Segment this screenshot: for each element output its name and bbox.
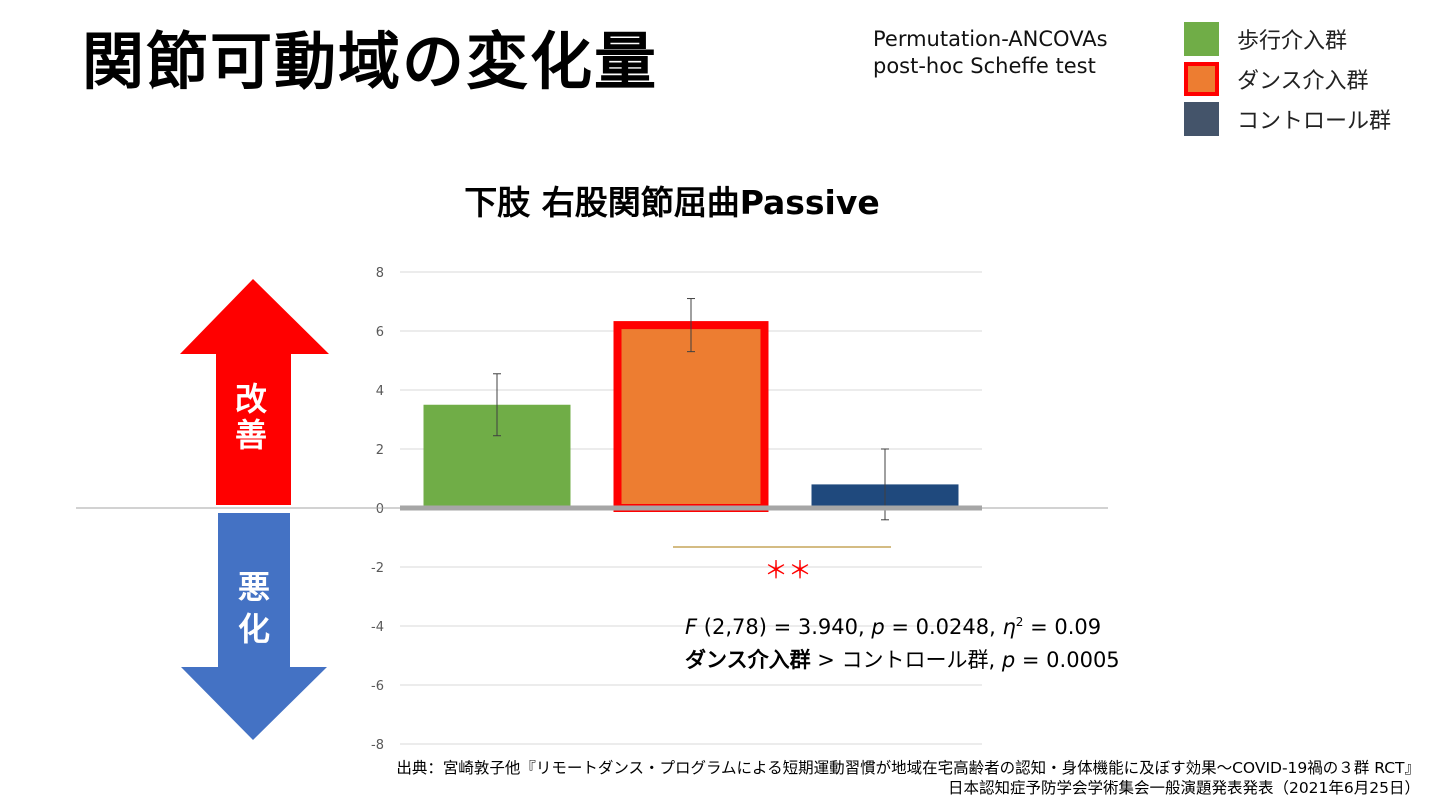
arrow-layer: 改 善 悪 化: [180, 279, 329, 740]
y-tick-label: 2: [376, 443, 384, 458]
source-citation: 出典：宮崎敦子他『リモートダンス・プログラムによる短期運動習慣が地域在宅高齢者の…: [396, 758, 1420, 798]
legend-item-dance: ダンス介入群: [1184, 62, 1391, 96]
legend-swatch-control: [1184, 102, 1219, 136]
legend-item-control: コントロール群: [1184, 102, 1391, 136]
stat-eta-symbol: η: [1002, 615, 1016, 639]
y-tick-label: 4: [376, 384, 384, 399]
worsen-arrow-icon: [181, 513, 327, 740]
legend-label-walking: 歩行介入群: [1237, 29, 1348, 54]
legend-swatch-walking: [1184, 22, 1219, 56]
significance-layer: ＊＊: [673, 546, 891, 584]
page-title: 関節可動域の変化量: [82, 25, 659, 98]
bar-2: [613, 321, 769, 512]
stat-posthoc-p-value: = 0.0005: [1015, 648, 1120, 672]
stat-eta-value: = 0.09: [1023, 615, 1102, 639]
improve-label-char-1: 改: [235, 380, 267, 418]
y-tick-label: 6: [376, 325, 384, 340]
method-line-1: Permutation-ANCOVAs: [873, 27, 1108, 51]
stat-posthoc-p-symbol: p: [1001, 648, 1016, 672]
stats-block: F (2,78) = 3.940, p = 0.0248, η2 = 0.09 …: [685, 606, 1120, 677]
y-tick-label: -8: [371, 738, 384, 753]
source-line-1: 出典：宮崎敦子他『リモートダンス・プログラムによる短期運動習慣が地域在宅高齢者の…: [396, 759, 1420, 777]
stat-f-value: (2,78) = 3.940,: [697, 615, 872, 639]
stat-eta-sup: 2: [1015, 615, 1024, 629]
y-tick-label: 0: [376, 502, 384, 517]
worsen-label-char-1: 悪: [238, 568, 270, 606]
y-tick-label: -4: [371, 620, 384, 635]
source-line-2: 日本認知症予防学会学術集会一般演題発表発表（2021年6月25日）: [947, 779, 1420, 797]
method-note: Permutation-ANCOVAs post-hoc Scheffe tes…: [873, 26, 1108, 80]
legend-item-walking: 歩行介入群: [1184, 22, 1391, 56]
stat-p-symbol: p: [871, 615, 885, 639]
significance-label: ＊＊: [764, 556, 812, 584]
bar-layer: [423, 298, 959, 521]
stats-line-2: ダンス介入群 > コントロール群, p = 0.0005: [685, 644, 1120, 677]
y-tick-label: -6: [371, 679, 384, 694]
y-tick-label: 8: [376, 266, 384, 281]
legend-swatch-dance: [1184, 62, 1219, 96]
stat-posthoc-group: ダンス介入群: [685, 648, 811, 672]
chart-title: 下肢 右股関節屈曲Passive: [464, 183, 880, 222]
stat-p-value: = 0.0248,: [884, 615, 1003, 639]
legend: 歩行介入群 ダンス介入群 コントロール群: [1184, 22, 1391, 142]
y-tick-label: -2: [371, 561, 384, 576]
improve-arrow-icon: [180, 279, 329, 505]
stat-posthoc-compare: > コントロール群,: [810, 648, 1002, 672]
legend-label-dance: ダンス介入群: [1237, 69, 1369, 94]
stats-line-1: F (2,78) = 3.940, p = 0.0248, η2 = 0.09: [685, 606, 1120, 644]
stat-f-symbol: F: [685, 615, 698, 639]
axis-layer: 8 6 4 2 0 -2 -4 -6 -8: [76, 266, 1108, 753]
improve-label-char-2: 善: [235, 416, 267, 454]
legend-label-control: コントロール群: [1237, 109, 1392, 134]
worsen-label-char-2: 化: [238, 610, 270, 648]
method-line-2: post-hoc Scheffe test: [873, 54, 1096, 78]
